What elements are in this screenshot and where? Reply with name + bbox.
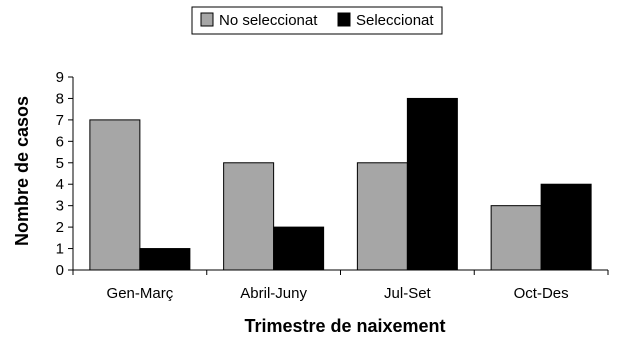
x-tick-label: Abril-Juny xyxy=(240,285,307,302)
legend-box xyxy=(191,6,443,35)
y-tick-label: 5 xyxy=(56,155,64,172)
x-tick-label: Jul-Set xyxy=(384,285,432,302)
bar-no-seleccionat-oct-des xyxy=(490,205,542,271)
legend-swatch-no-seleccionat xyxy=(200,12,214,27)
y-tick-label: 3 xyxy=(56,198,64,215)
y-tick-label: 6 xyxy=(56,133,64,150)
y-tick-label: 2 xyxy=(56,219,64,236)
x-axis-title: Trimestre de naixement xyxy=(244,316,445,336)
y-tick-label: 1 xyxy=(56,241,64,258)
y-tick-label: 9 xyxy=(56,69,64,86)
legend: No seleccionat Seleccionat xyxy=(191,6,443,35)
bar-seleccionat-jul-set xyxy=(406,97,458,271)
y-tick-label: 0 xyxy=(56,262,64,279)
bar-seleccionat-abril-juny xyxy=(273,226,325,271)
y-tick-label: 4 xyxy=(56,176,64,193)
bar-no-seleccionat-gen-marc xyxy=(89,119,141,271)
y-axis-title: Nombre de casos xyxy=(12,96,32,246)
y-tick-label: 7 xyxy=(56,112,64,129)
legend-label-seleccionat: Seleccionat xyxy=(356,12,434,29)
bar-no-seleccionat-jul-set xyxy=(356,162,408,271)
bar-no-seleccionat-abril-juny xyxy=(223,162,275,271)
y-tick-label: 8 xyxy=(56,90,64,107)
legend-swatch-seleccionat xyxy=(337,12,351,27)
bar-seleccionat-gen-marc xyxy=(139,248,191,271)
legend-label-no-seleccionat: No seleccionat xyxy=(219,12,318,29)
y-ticks: 0 1 2 3 4 5 6 7 8 9 xyxy=(56,69,73,279)
bar-seleccionat-oct-des xyxy=(540,183,592,271)
x-ticks: Gen-Març Abril-Juny Jul-Set Oct-Des xyxy=(72,270,609,302)
x-tick-label: Oct-Des xyxy=(514,285,569,302)
bars xyxy=(89,97,592,271)
x-tick-label: Gen-Març xyxy=(107,285,174,302)
